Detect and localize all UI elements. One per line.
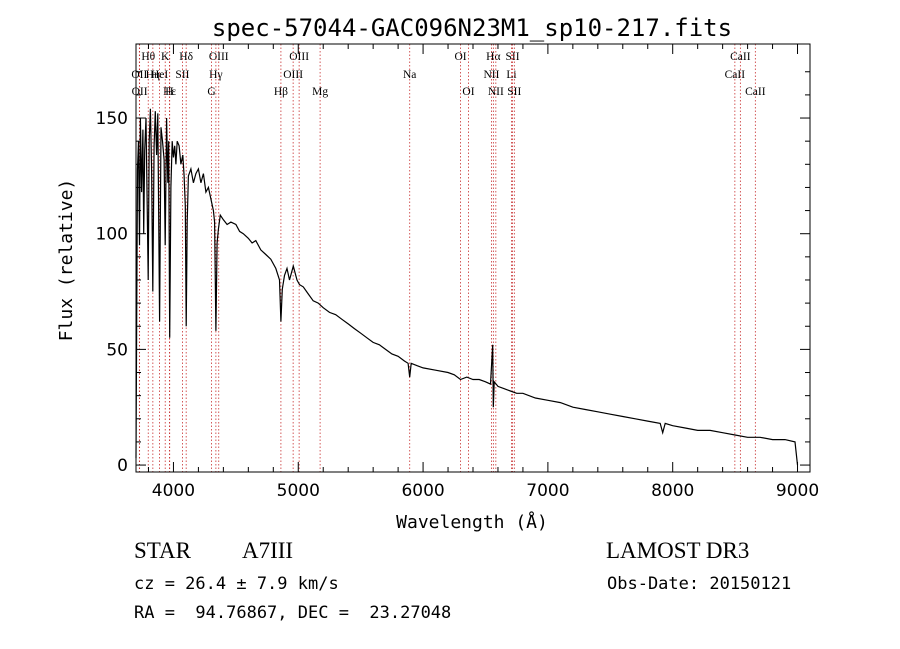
object-class: STAR <box>134 538 191 563</box>
x-tick-label: 7000 <box>526 481 569 501</box>
line-marker-label: K <box>161 51 170 63</box>
line-marker-label: Hβ <box>274 86 288 98</box>
line-marker-label: Hγ <box>209 69 222 81</box>
x-axis: 4000 5000 6000 7000 8000 9000 <box>147 44 819 501</box>
coordinates-readout: RA = 94.76867, DEC = 23.27048 <box>134 603 452 623</box>
x-tick-label: 6000 <box>401 481 444 501</box>
y-tick-label: 100 <box>96 225 128 245</box>
line-marker-label: CaII <box>730 51 751 63</box>
redshift-readout: cz = 26.4 ± 7.9 km/s <box>134 574 339 594</box>
y-axis-label: Flux (relative) <box>56 179 77 342</box>
line-marker-label: H <box>165 86 173 98</box>
line-marker-label: OII <box>131 69 147 81</box>
line-marker-label: Hη <box>146 69 160 81</box>
y-tick-label: 50 <box>106 340 128 360</box>
object-subclass: A7III <box>242 538 294 563</box>
line-marker-label: Na <box>403 69 416 81</box>
line-marker-label: G <box>207 86 215 98</box>
x-tick-label: 4000 <box>152 481 195 501</box>
x-axis-label: Wavelength (Å) <box>396 511 548 533</box>
line-marker-label: Hα <box>486 51 500 63</box>
line-marker-label: OIII <box>283 69 303 81</box>
line-marker-label: Hθ <box>141 51 155 63</box>
line-marker-label: Hδ <box>179 51 193 63</box>
obs-date: Obs-Date: 20150121 <box>607 574 792 594</box>
line-marker-label: NII <box>483 69 499 81</box>
line-marker-label: SII <box>175 69 189 81</box>
line-marker-label: NII <box>488 86 504 98</box>
line-marker-label: Mg <box>312 86 328 98</box>
x-tick-label: 5000 <box>277 481 320 501</box>
y-axis: 0 50 100 150 <box>96 71 810 476</box>
x-tick-label: 9000 <box>776 481 819 501</box>
y-tick-label: 0 <box>117 456 128 476</box>
line-marker-label: OIII <box>289 51 309 63</box>
plot-frame <box>135 43 811 473</box>
line-marker-label: OI <box>462 86 474 98</box>
line-marker-label: HeI <box>151 69 168 81</box>
line-marker-label: Hε <box>163 86 176 98</box>
line-marker-label: SII <box>507 86 521 98</box>
line-marker-label: Li <box>506 69 516 81</box>
x-tick-label: 8000 <box>651 481 694 501</box>
line-marker-label: OIII <box>209 51 229 63</box>
survey-release: LAMOST DR3 <box>606 538 750 563</box>
line-marker-label: CaII <box>725 69 746 81</box>
chart-title: spec-57044-GAC096N23M1_sp10-217.fits <box>212 14 732 42</box>
spectrum-series-line <box>135 108 799 466</box>
line-marker-label: OI <box>454 51 466 63</box>
line-marker-label: SII <box>506 51 520 63</box>
line-marker-label: OII <box>132 86 148 98</box>
line-marker-label: CaII <box>745 86 766 98</box>
y-tick-label: 150 <box>96 109 128 129</box>
